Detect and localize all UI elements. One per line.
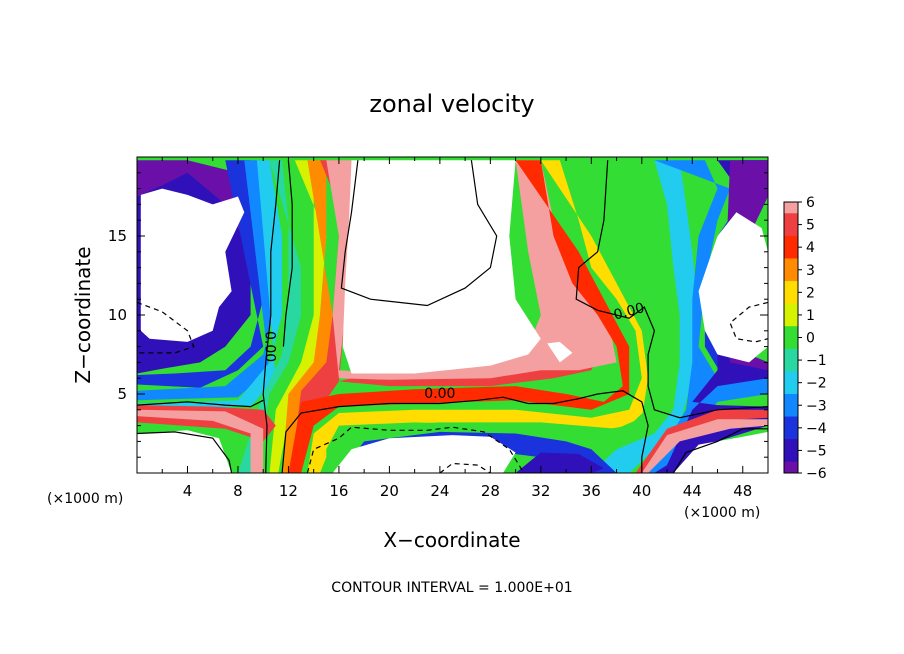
colorbar-swatch-0 [784, 202, 798, 214]
field-band-14 [591, 160, 699, 473]
x-tick-label-8: 36 [582, 482, 601, 500]
field-band-23 [635, 409, 768, 473]
contour-line-2 [281, 390, 649, 473]
contour-lines [137, 160, 768, 473]
field-band-6 [256, 160, 314, 473]
field-band-8 [282, 160, 333, 473]
field-band-7 [269, 160, 327, 473]
x-tick-label-9: 40 [632, 482, 651, 500]
colorbar-label-6: 0 [806, 331, 815, 347]
heatmap-fill [137, 157, 768, 473]
contour-line-1 [282, 160, 293, 347]
y-axis-ticks: 5 10 15 [108, 172, 768, 458]
x-tick-label-2: 12 [279, 482, 298, 500]
colorbar-label-3: 3 [806, 263, 815, 279]
y-axis-label: Z−coordinate [71, 246, 95, 383]
colorbar-label-1: 5 [806, 218, 815, 234]
colorbar-label-7: −1 [806, 353, 827, 369]
contour-line-4 [575, 160, 768, 419]
x-tick-label-4: 20 [380, 482, 399, 500]
contour-label-1: 0.00 [424, 386, 455, 402]
y-tick-label-0: 5 [117, 385, 127, 403]
colorbar-swatch-8 [784, 371, 798, 395]
colorbar-swatch-11 [784, 439, 798, 463]
colorbar-swatch-5 [784, 303, 798, 327]
contour-label-2: 0.00 [612, 300, 646, 324]
contour-line-3 [137, 399, 264, 408]
masked-region-6 [673, 431, 768, 473]
contour-label-0: 0.00 [262, 331, 278, 362]
contour-line-5 [340, 160, 498, 307]
field-band-4 [137, 160, 283, 409]
field-band-13 [326, 160, 667, 473]
contour-interval-note: CONTOUR INTERVAL = 1.000E+01 [331, 580, 572, 596]
colorbar-swatch-4 [784, 281, 798, 305]
contour-line-8 [137, 301, 195, 354]
field-band-15 [641, 160, 768, 473]
contour-line-7 [672, 428, 768, 473]
contour-line-9 [729, 301, 768, 343]
colorbar: 6 5 4 3 2 1 0 −1 −2 −3 −4 −5 −6 [783, 195, 827, 482]
colorbar-label-5: 1 [806, 308, 815, 324]
masked-region-1 [301, 160, 541, 374]
colorbar-swatch-6 [784, 326, 798, 350]
field-band-10 [326, 160, 617, 380]
masked-region-3 [698, 212, 768, 363]
masked-region-2 [547, 341, 573, 363]
colorbar-label-2: 4 [806, 240, 815, 256]
colorbar-label-0: 6 [806, 195, 815, 211]
field-band-24 [641, 419, 768, 473]
masked-region-5 [137, 430, 232, 473]
chart-title: zonal velocity [369, 90, 534, 118]
colorbar-swatch-12 [784, 461, 798, 474]
colorbar-swatch-2 [784, 235, 798, 259]
masked-region-4 [332, 435, 516, 473]
x-tick-label-6: 28 [481, 482, 500, 500]
colorbar-swatch-7 [784, 348, 798, 372]
colorbar-label-12: −6 [806, 466, 827, 482]
contour-line-0 [262, 160, 281, 473]
field-band-20 [515, 452, 604, 473]
plot-area: 0.000.000.00 4 8 12 16 20 24 28 32 36 40 44 48 5101… [108, 156, 769, 500]
contour-line-10 [306, 426, 523, 473]
colorbar-label-4: 2 [806, 285, 815, 301]
contour-line-6 [137, 431, 233, 473]
masked-region-0 [140, 188, 245, 342]
field-band-12 [307, 160, 649, 473]
colorbar-label-9: −3 [806, 398, 827, 414]
x-axis-ticks: 4 8 12 16 20 24 28 32 36 40 44 48 [161, 157, 752, 500]
colorbar-label-10: −4 [806, 421, 827, 437]
colorbar-label-11: −5 [806, 443, 827, 459]
x-tick-label-11: 48 [733, 482, 752, 500]
colorbar-swatch-1 [784, 213, 798, 237]
x-tick-label-5: 24 [430, 482, 449, 500]
y-tick-label-1: 10 [108, 306, 127, 324]
colorbar-swatch-10 [784, 416, 798, 440]
x-axis-unit-left: (×1000 m) [47, 491, 123, 507]
x-tick-label-10: 44 [683, 482, 702, 500]
field-band-22 [137, 409, 264, 473]
colorbar-swatch-9 [784, 393, 798, 418]
x-axis-label: X−coordinate [383, 528, 520, 552]
y-tick-label-2: 15 [108, 227, 127, 245]
contour-line-11 [439, 462, 491, 473]
x-tick-label-0: 4 [183, 482, 193, 500]
x-axis-unit-right: (×1000 m) [684, 505, 760, 521]
x-tick-label-1: 8 [233, 482, 243, 500]
contour-labels: 0.00 0.00 0.00 [262, 300, 647, 402]
x-tick-label-7: 32 [531, 482, 550, 500]
colorbar-swatch-3 [784, 258, 798, 282]
colorbar-label-8: −2 [806, 376, 827, 392]
field-band-11 [288, 160, 630, 473]
x-tick-label-3: 16 [329, 482, 348, 500]
